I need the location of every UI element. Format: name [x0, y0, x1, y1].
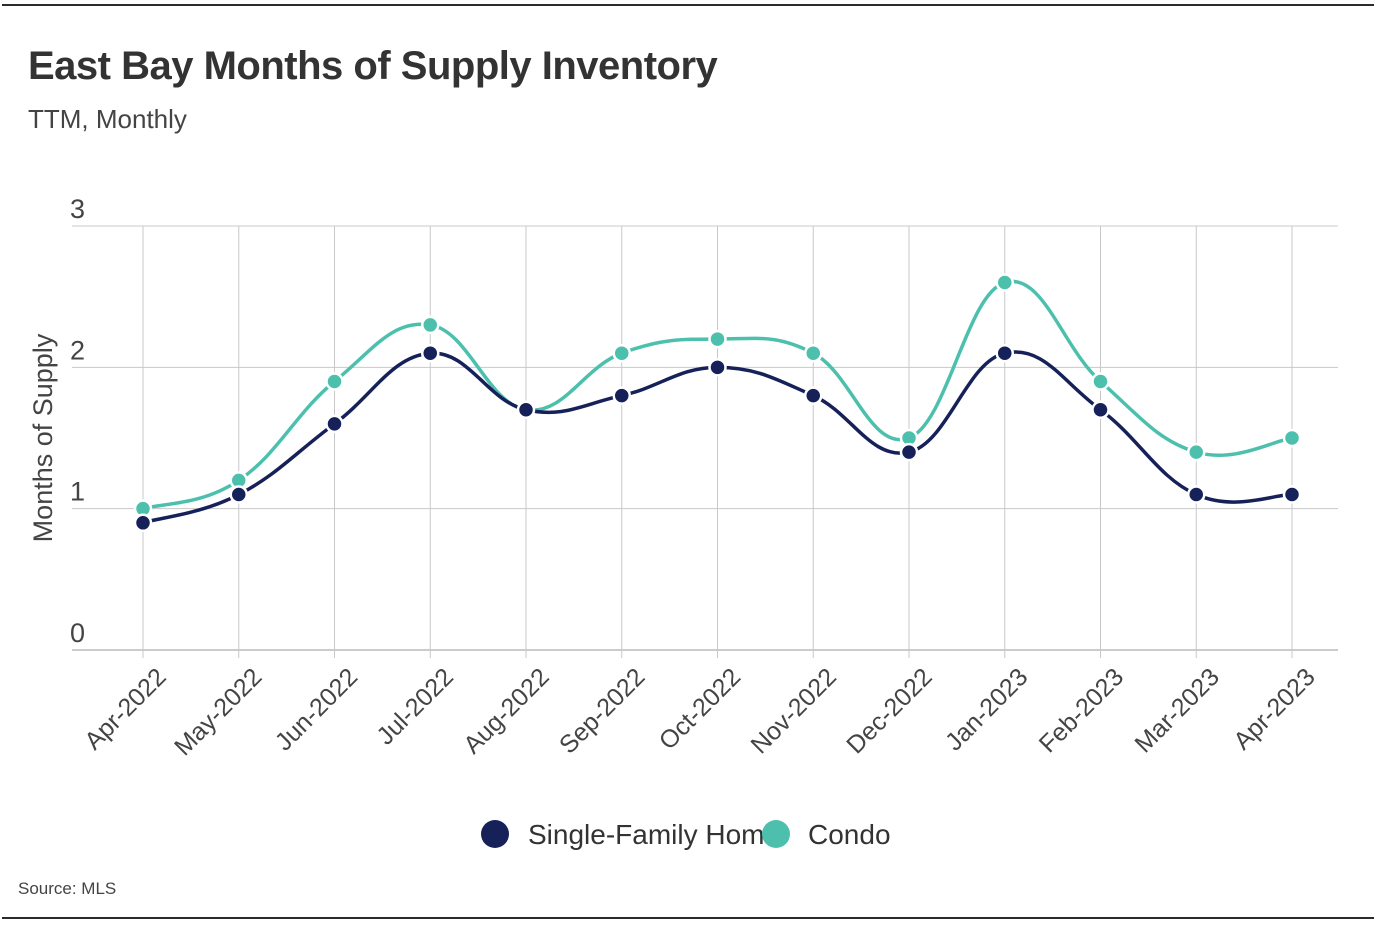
source-note: Source: MLS: [18, 879, 117, 898]
legend-marker-single-family-home: [481, 820, 509, 848]
x-tick-label: Feb-2023: [1034, 663, 1129, 758]
grid-layer: [72, 225, 1338, 658]
series-layer: [133, 273, 1302, 533]
top-rule: [2, 4, 1374, 6]
data-point-condo: [1187, 442, 1206, 462]
x-tick-label: Mar-2023: [1129, 663, 1224, 758]
data-point-single-family-home: [1187, 485, 1206, 504]
data-point-condo: [708, 329, 727, 349]
x-tick-label: Jul-2022: [371, 663, 459, 751]
x-tick-label: Apr-2022: [79, 663, 172, 756]
data-point-condo: [325, 372, 344, 391]
data-point-condo: [612, 343, 631, 363]
data-point-single-family-home: [133, 513, 153, 533]
legend: Single-Family Home Condo: [481, 819, 891, 850]
data-point-single-family-home: [612, 386, 631, 405]
chart-subtitle: TTM, Monthly: [28, 104, 187, 134]
chart-title: East Bay Months of Supply Inventory: [28, 44, 718, 88]
data-point-condo: [1282, 428, 1302, 448]
data-point-condo: [804, 343, 823, 363]
x-tick-label: Nov-2022: [745, 663, 841, 759]
y-axis-title: Months of Supply: [28, 333, 58, 542]
x-tick-label: Apr-2023: [1228, 663, 1321, 756]
legend-marker-condo: [762, 820, 790, 848]
x-tick-label: Oct-2022: [654, 663, 747, 756]
data-point-single-family-home: [229, 485, 248, 504]
x-tick-label: Sep-2022: [554, 663, 650, 759]
data-point-single-family-home: [899, 442, 919, 462]
data-point-single-family-home: [708, 358, 727, 377]
data-point-single-family-home: [325, 414, 344, 434]
y-tick-label: 3: [70, 194, 85, 224]
y-tick-label: 1: [70, 477, 85, 507]
x-tick-label: Aug-2022: [458, 663, 554, 759]
bottom-rule: [2, 917, 1374, 919]
data-point-condo: [421, 315, 440, 335]
x-tick-label: Jan-2023: [940, 663, 1034, 757]
legend-label-condo: Condo: [808, 819, 891, 850]
x-tick-label: May-2022: [169, 663, 267, 761]
data-point-condo: [995, 273, 1014, 292]
y-tick-label: 2: [70, 335, 85, 365]
data-point-single-family-home: [995, 343, 1014, 363]
data-point-single-family-home: [1282, 485, 1302, 504]
legend-label-single-family-home: Single-Family Home: [528, 819, 780, 850]
x-tick-label: Jun-2022: [270, 663, 364, 757]
data-point-condo: [1091, 372, 1110, 391]
data-point-single-family-home: [1091, 400, 1110, 419]
data-point-single-family-home: [516, 400, 536, 419]
data-point-single-family-home: [421, 343, 440, 363]
y-tick-label: 0: [70, 618, 85, 648]
x-tick-label: Dec-2022: [841, 663, 937, 759]
data-point-single-family-home: [804, 386, 823, 405]
